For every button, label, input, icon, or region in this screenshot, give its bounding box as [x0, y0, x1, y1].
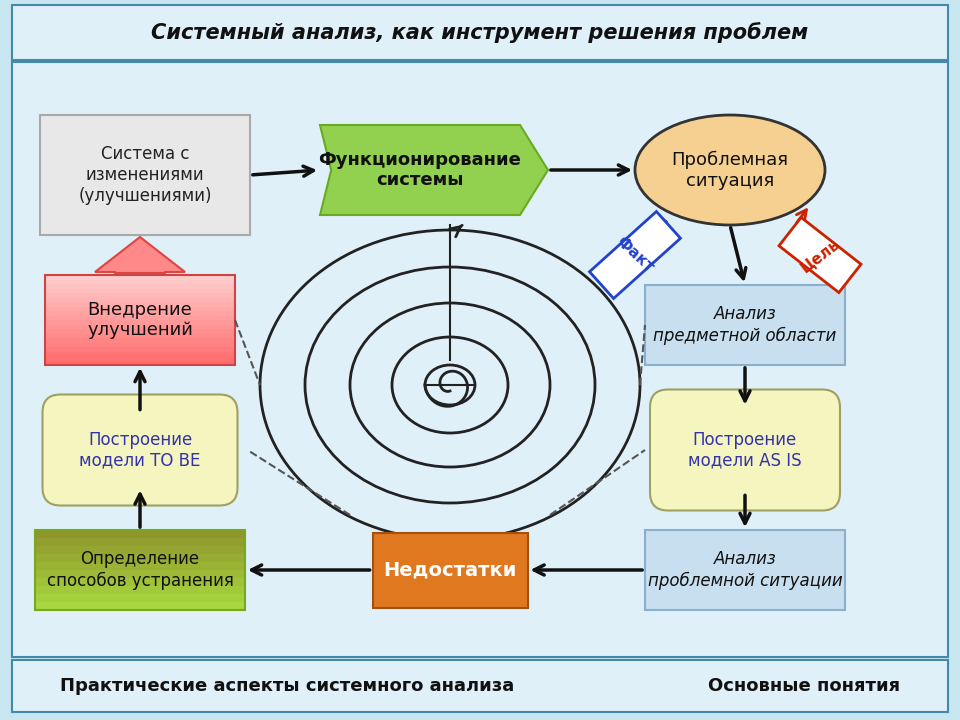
- FancyBboxPatch shape: [35, 546, 245, 554]
- Text: Недостатки: Недостатки: [383, 560, 516, 580]
- FancyBboxPatch shape: [372, 533, 527, 608]
- Text: Анализ
проблемной ситуации: Анализ проблемной ситуации: [648, 551, 842, 590]
- FancyBboxPatch shape: [42, 395, 237, 505]
- FancyBboxPatch shape: [645, 530, 845, 610]
- FancyBboxPatch shape: [45, 338, 235, 343]
- FancyBboxPatch shape: [645, 285, 845, 365]
- Polygon shape: [95, 237, 185, 273]
- FancyBboxPatch shape: [45, 320, 235, 325]
- FancyBboxPatch shape: [35, 586, 245, 594]
- FancyBboxPatch shape: [45, 289, 235, 294]
- FancyBboxPatch shape: [45, 275, 235, 280]
- Text: Проблемная
ситуация: Проблемная ситуация: [671, 150, 788, 189]
- Text: Определение
способов устранения: Определение способов устранения: [47, 551, 233, 590]
- Polygon shape: [779, 217, 861, 292]
- FancyBboxPatch shape: [35, 554, 245, 562]
- Text: Внедрение
улучшений: Внедрение улучшений: [87, 301, 193, 339]
- FancyBboxPatch shape: [45, 351, 235, 356]
- FancyBboxPatch shape: [35, 594, 245, 602]
- Text: Цель: Цель: [798, 235, 842, 275]
- Text: Анализ
предметной области: Анализ предметной области: [654, 305, 836, 345]
- FancyBboxPatch shape: [12, 660, 948, 712]
- Text: Построение
модели AS IS: Построение модели AS IS: [688, 431, 802, 469]
- FancyBboxPatch shape: [45, 284, 235, 289]
- FancyBboxPatch shape: [45, 315, 235, 320]
- FancyBboxPatch shape: [12, 62, 948, 657]
- FancyBboxPatch shape: [35, 530, 245, 538]
- Polygon shape: [320, 125, 548, 215]
- Text: Функционирование
системы: Функционирование системы: [319, 150, 521, 189]
- FancyBboxPatch shape: [12, 5, 948, 60]
- FancyBboxPatch shape: [650, 390, 840, 510]
- FancyBboxPatch shape: [45, 293, 235, 298]
- FancyBboxPatch shape: [45, 279, 235, 284]
- FancyBboxPatch shape: [45, 325, 235, 330]
- FancyBboxPatch shape: [45, 297, 235, 302]
- Text: Факт: Факт: [613, 235, 657, 276]
- FancyBboxPatch shape: [35, 570, 245, 578]
- FancyBboxPatch shape: [45, 307, 235, 312]
- Polygon shape: [589, 212, 681, 299]
- FancyBboxPatch shape: [45, 356, 235, 361]
- FancyBboxPatch shape: [35, 538, 245, 546]
- FancyBboxPatch shape: [45, 347, 235, 352]
- FancyBboxPatch shape: [35, 578, 245, 586]
- Ellipse shape: [635, 115, 825, 225]
- FancyBboxPatch shape: [40, 115, 250, 235]
- FancyBboxPatch shape: [45, 302, 235, 307]
- FancyBboxPatch shape: [45, 311, 235, 316]
- FancyBboxPatch shape: [45, 343, 235, 348]
- FancyBboxPatch shape: [45, 329, 235, 334]
- FancyBboxPatch shape: [45, 361, 235, 366]
- Text: Практические аспекты системного анализа: Практические аспекты системного анализа: [60, 677, 515, 695]
- Text: Система с
изменениями
(улучшениями): Система с изменениями (улучшениями): [79, 145, 212, 204]
- FancyBboxPatch shape: [35, 562, 245, 570]
- FancyBboxPatch shape: [35, 602, 245, 610]
- Text: Построение
модели ТО ВЕ: Построение модели ТО ВЕ: [80, 431, 201, 469]
- Text: Системный анализ, как инструмент решения проблем: Системный анализ, как инструмент решения…: [152, 22, 808, 43]
- Text: Основные понятия: Основные понятия: [708, 677, 900, 695]
- FancyBboxPatch shape: [45, 333, 235, 338]
